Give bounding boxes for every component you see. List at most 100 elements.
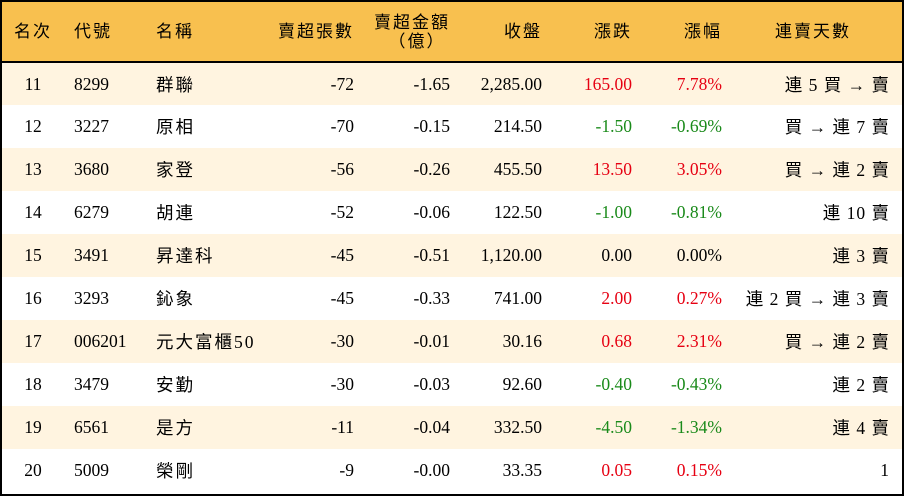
header-net-sell-lots: 賣超張數 xyxy=(278,22,354,41)
name-cell: 鈊象 xyxy=(156,289,195,309)
change-cell: -0.40 xyxy=(595,374,632,394)
net-sell-lots-cell: -11 xyxy=(331,417,354,437)
table-row: 18 3479 安勤 -30 -0.03 92.60 -0.40 -0.43% … xyxy=(2,363,902,406)
net-sell-amount-cell: -0.15 xyxy=(413,116,450,136)
close-cell: 122.50 xyxy=(493,202,542,222)
change-pct-cell: 2.31% xyxy=(676,331,722,351)
streak-cell: 連 4 賣 xyxy=(832,418,890,438)
header-row: 名次 代號 名稱 賣超張數 賣超金額 （億） 收盤 漲跌 漲幅 連賣天數 xyxy=(2,2,902,62)
header-streak: 連賣天數 xyxy=(775,22,851,41)
streak-cell: 買 → 連 2 賣 xyxy=(784,160,890,180)
net-sell-lots-cell: -52 xyxy=(330,202,354,222)
change-pct-cell: -1.34% xyxy=(670,417,722,437)
table-row: 20 5009 榮剛 -9 -0.00 33.35 0.05 0.15% 1 xyxy=(2,449,902,492)
streak-cell: 連 10 賣 xyxy=(822,203,890,223)
code-cell: 3227 xyxy=(74,116,109,136)
close-cell: 30.16 xyxy=(502,331,542,351)
change-pct-cell: 0.27% xyxy=(676,288,722,308)
change-cell: -1.50 xyxy=(595,116,632,136)
streak-cell: 買 → 連 2 賣 xyxy=(784,332,890,352)
code-cell: 6279 xyxy=(74,202,109,222)
header-code: 代號 xyxy=(74,22,112,41)
net-sell-lots-cell: -72 xyxy=(330,73,354,94)
change-cell: 165.00 xyxy=(583,73,632,94)
streak-cell: 連 2 賣 xyxy=(832,375,890,395)
name-cell: 昇達科 xyxy=(156,246,215,266)
close-cell: 741.00 xyxy=(493,288,542,308)
code-cell: 3293 xyxy=(74,288,109,308)
change-pct-cell: 3.05% xyxy=(676,159,722,179)
streak-cell: 連 3 賣 xyxy=(832,246,890,266)
code-cell: 3491 xyxy=(74,245,109,265)
change-pct-cell: -0.69% xyxy=(670,116,722,136)
change-cell: 0.05 xyxy=(601,460,632,480)
table-row: 17 006201 元大富櫃50 -30 -0.01 30.16 0.68 2.… xyxy=(2,320,902,363)
close-cell: 332.50 xyxy=(493,417,542,437)
change-cell: 13.50 xyxy=(592,159,632,179)
name-cell: 榮剛 xyxy=(156,461,195,481)
close-cell: 92.60 xyxy=(502,374,542,394)
table-row: 15 3491 昇達科 -45 -0.51 1,120.00 0.00 0.00… xyxy=(2,234,902,277)
code-cell: 8299 xyxy=(74,73,109,94)
change-cell: -1.00 xyxy=(595,202,632,222)
table-row: 16 3293 鈊象 -45 -0.33 741.00 2.00 0.27% 連… xyxy=(2,277,902,320)
rank-cell: 14 xyxy=(24,202,42,222)
header-change-pct: 漲幅 xyxy=(684,22,722,41)
net-sell-lots-cell: -30 xyxy=(330,374,354,394)
header-close: 收盤 xyxy=(504,22,542,41)
name-cell: 原相 xyxy=(156,117,195,137)
name-cell: 元大富櫃50 xyxy=(156,332,256,352)
net-sell-amount-cell: -0.04 xyxy=(413,417,450,437)
net-sell-amount-cell: -0.06 xyxy=(413,202,450,222)
code-cell: 5009 xyxy=(74,460,109,480)
header-change: 漲跌 xyxy=(594,22,632,41)
net-sell-lots-cell: -9 xyxy=(339,460,354,480)
streak-cell: 連 5 買 → 賣 xyxy=(784,74,890,95)
streak-cell: 買 → 連 7 賣 xyxy=(784,117,890,137)
close-cell: 1,120.00 xyxy=(480,245,542,265)
rank-cell: 16 xyxy=(24,288,42,308)
net-sell-lots-cell: -30 xyxy=(330,331,354,351)
net-sell-amount-cell: -0.00 xyxy=(413,460,450,480)
net-sell-lots-cell: -56 xyxy=(330,159,354,179)
net-sell-amount-cell: -1.65 xyxy=(413,73,450,94)
change-pct-cell: 7.78% xyxy=(676,73,722,94)
net-sell-lots-cell: -70 xyxy=(330,116,354,136)
net-sell-amount-cell: -0.33 xyxy=(413,288,450,308)
code-cell: 6561 xyxy=(74,417,109,437)
net-sell-amount-cell: -0.03 xyxy=(413,374,450,394)
rank-cell: 18 xyxy=(24,374,42,394)
close-cell: 455.50 xyxy=(493,159,542,179)
table-row: 19 6561 是方 -11 -0.04 332.50 -4.50 -1.34%… xyxy=(2,406,902,449)
change-pct-cell: -0.81% xyxy=(670,202,722,222)
name-cell: 群聯 xyxy=(156,74,195,95)
change-pct-cell: 0.15% xyxy=(676,460,722,480)
close-cell: 33.35 xyxy=(502,460,542,480)
streak-cell: 1 xyxy=(880,460,890,480)
rank-cell: 12 xyxy=(24,116,42,136)
rank-cell: 15 xyxy=(24,245,42,265)
header-name: 名稱 xyxy=(156,22,194,41)
change-cell: 0.68 xyxy=(601,331,632,351)
code-cell: 006201 xyxy=(74,331,127,351)
net-sell-amount-cell: -0.26 xyxy=(413,159,450,179)
header-rank: 名次 xyxy=(14,22,52,41)
change-cell: 2.00 xyxy=(601,288,632,308)
rank-cell: 11 xyxy=(24,73,42,94)
table-row: 12 3227 原相 -70 -0.15 214.50 -1.50 -0.69%… xyxy=(2,105,902,148)
streak-cell: 連 2 買 → 連 3 賣 xyxy=(745,289,890,309)
table-body: 11 8299 群聯 -72 -1.65 2,285.00 165.00 7.7… xyxy=(2,62,902,492)
name-cell: 是方 xyxy=(156,418,195,438)
change-pct-cell: -0.43% xyxy=(670,374,722,394)
table-row: 13 3680 家登 -56 -0.26 455.50 13.50 3.05% … xyxy=(2,148,902,191)
name-cell: 家登 xyxy=(156,160,195,180)
net-sell-amount-cell: -0.51 xyxy=(413,245,450,265)
rank-cell: 17 xyxy=(24,331,42,351)
net-sell-lots-cell: -45 xyxy=(330,245,354,265)
name-cell: 安勤 xyxy=(156,375,195,395)
table-row: 11 8299 群聯 -72 -1.65 2,285.00 165.00 7.7… xyxy=(2,62,902,105)
header-net-sell-amount: 賣超金額 （億） xyxy=(354,2,452,62)
rank-cell: 19 xyxy=(24,417,42,437)
